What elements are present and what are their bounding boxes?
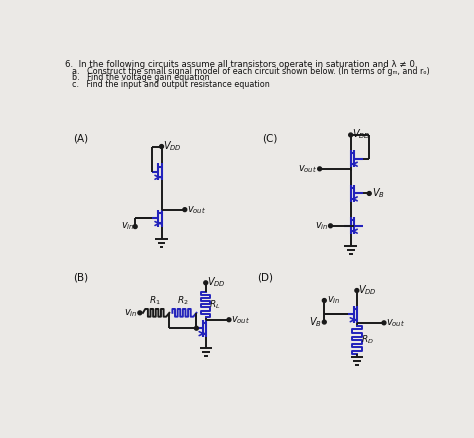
Text: $V_{DD}$: $V_{DD}$ [358,283,377,297]
Text: (C): (C) [262,134,278,143]
Text: $v_{out}$: $v_{out}$ [187,204,206,215]
Text: 6.  In the following circuits assume all transistors operate in saturation and λ: 6. In the following circuits assume all … [65,60,418,69]
Text: b.   Find the voltage gain equation: b. Find the voltage gain equation [72,73,210,82]
Text: $v_{in}$: $v_{in}$ [124,307,137,319]
Text: $v_{in}$: $v_{in}$ [121,221,135,233]
Text: $v_{in}$: $v_{in}$ [315,220,328,232]
Circle shape [133,225,137,229]
Text: (A): (A) [73,134,88,143]
Circle shape [367,191,371,195]
Circle shape [227,318,231,321]
Text: $v_{out}$: $v_{out}$ [386,317,405,329]
Text: $V_B$: $V_B$ [372,187,384,200]
Circle shape [349,133,353,137]
Circle shape [328,224,332,228]
Circle shape [183,208,187,212]
Circle shape [318,167,321,171]
Circle shape [138,311,142,315]
Text: $v_{in}$: $v_{in}$ [327,295,340,307]
Circle shape [355,289,359,293]
Text: $V_B$: $V_B$ [309,315,322,329]
Text: $R_2$: $R_2$ [177,294,189,307]
Text: (D): (D) [257,272,273,282]
Text: $V_{DD}$: $V_{DD}$ [207,275,226,289]
Text: $v_{out}$: $v_{out}$ [298,163,317,175]
Text: (B): (B) [73,272,88,282]
Text: $R_D$: $R_D$ [361,334,374,346]
Text: $R_L$: $R_L$ [209,298,220,311]
Circle shape [160,145,164,148]
Circle shape [204,281,208,285]
Text: c.   Find the input and output resistance equation: c. Find the input and output resistance … [72,80,269,88]
Text: $V_{DD}$: $V_{DD}$ [163,139,182,152]
Text: $V_{DD}$: $V_{DD}$ [352,127,371,141]
Circle shape [194,326,198,330]
Circle shape [322,299,326,302]
Text: $R_1$: $R_1$ [149,294,161,307]
Circle shape [322,320,326,324]
Circle shape [382,321,386,325]
Text: $v_{out}$: $v_{out}$ [231,314,250,325]
Text: a.   Construct the small signal model of each circuit shown below. (In terms of : a. Construct the small signal model of e… [72,67,429,76]
